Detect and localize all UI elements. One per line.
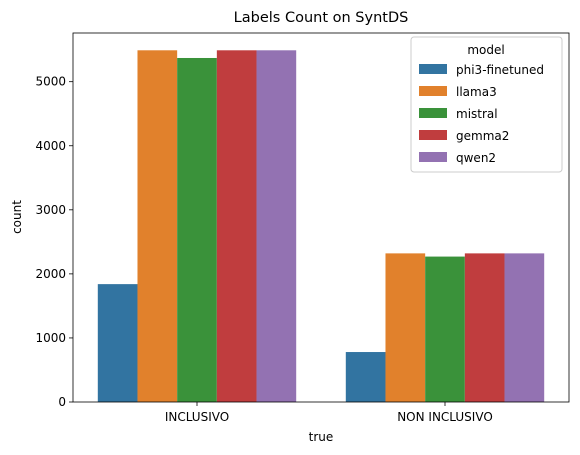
plot-frame xyxy=(72,32,570,403)
y-tick-label: 1000 xyxy=(35,331,66,345)
legend-swatch-gemma2 xyxy=(419,130,447,140)
legend-swatch-llama3 xyxy=(419,86,447,96)
legend-label-gemma2: gemma2 xyxy=(456,129,509,143)
y-tick-label: 0 xyxy=(58,395,66,409)
x-axis: INCLUSIVO NON INCLUSIVO xyxy=(165,402,493,424)
legend-swatch-phi3-finetuned xyxy=(419,64,447,74)
y-axis-label: count xyxy=(10,200,24,234)
legend-label-phi3-finetuned: phi3-finetuned xyxy=(456,63,544,77)
y-tick-label: 4000 xyxy=(35,139,66,153)
y-tick-label: 5000 xyxy=(35,75,66,89)
bar-llama3-inclusivo xyxy=(137,50,178,402)
legend-title: model xyxy=(467,43,504,57)
x-tick-label: NON INCLUSIVO xyxy=(397,410,493,424)
bars-group xyxy=(97,50,545,402)
legend: model phi3-finetuned llama3 mistral gemma2 q… xyxy=(410,36,563,173)
legend-label-llama3: llama3 xyxy=(456,85,497,99)
bar-qwen2-inclusivo xyxy=(256,50,297,402)
bar-gemma2-non-inclusivo xyxy=(464,253,505,402)
y-axis: 0 1000 2000 3000 4000 5000 xyxy=(35,75,73,409)
y-tick-label: 3000 xyxy=(35,203,66,217)
bar-llama3-non-inclusivo xyxy=(385,253,426,402)
legend-swatch-mistral xyxy=(419,108,447,118)
legend-swatch-qwen2 xyxy=(419,152,447,162)
bar-qwen2-non-inclusivo xyxy=(504,253,545,402)
bar-phi3-finetuned-inclusivo xyxy=(97,284,138,402)
bar-mistral-inclusivo xyxy=(177,57,217,402)
bar-gemma2-inclusivo xyxy=(216,50,257,402)
x-tick-label: INCLUSIVO xyxy=(165,410,229,424)
legend-label-mistral: mistral xyxy=(456,107,498,121)
y-tick-label: 2000 xyxy=(35,267,66,281)
bar-phi3-finetuned-non-inclusivo xyxy=(345,352,386,402)
legend-box xyxy=(410,36,563,173)
chart-title: Labels Count on SyntDS xyxy=(234,10,409,26)
x-axis-label: true xyxy=(309,430,334,444)
bar-mistral-non-inclusivo xyxy=(425,256,465,402)
legend-label-qwen2: qwen2 xyxy=(456,151,496,165)
